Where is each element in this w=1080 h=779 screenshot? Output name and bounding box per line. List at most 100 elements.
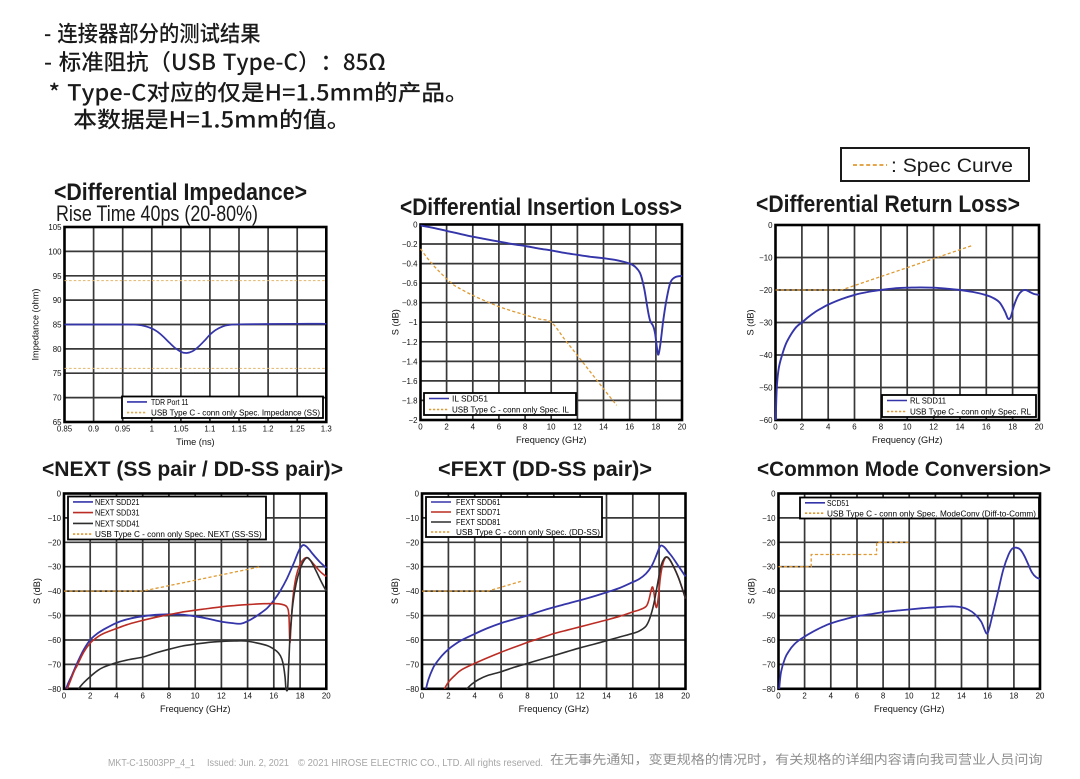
svg-text:USB Type C - conn only Spec. M: USB Type C - conn only Spec. ModeConv (D… bbox=[827, 509, 1036, 518]
svg-text:1.3: 1.3 bbox=[321, 425, 333, 434]
svg-text:−1.4: −1.4 bbox=[402, 357, 418, 366]
svg-text:18: 18 bbox=[1010, 691, 1019, 700]
svg-text:USB Type C - conn only Spec. I: USB Type C - conn only Spec. Impedance (… bbox=[151, 409, 320, 418]
svg-text:NEXT SDD41: NEXT SDD41 bbox=[95, 520, 140, 529]
svg-text:4: 4 bbox=[471, 423, 476, 432]
svg-text:RL SDD11: RL SDD11 bbox=[910, 397, 947, 406]
svg-text:−20: −20 bbox=[759, 286, 773, 295]
svg-text:75: 75 bbox=[53, 369, 62, 378]
svg-text:8: 8 bbox=[523, 423, 528, 432]
svg-text:−20: −20 bbox=[406, 538, 420, 547]
svg-text:18: 18 bbox=[296, 691, 305, 700]
svg-text:−50: −50 bbox=[48, 612, 62, 621]
svg-text:1: 1 bbox=[150, 425, 154, 434]
svg-text:NEXT SDD21: NEXT SDD21 bbox=[95, 498, 140, 507]
svg-text:USB Type C - conn only Spec. (: USB Type C - conn only Spec. (DD-SS) bbox=[456, 528, 600, 537]
svg-text:<Differential Impedance>: <Differential Impedance> bbox=[54, 179, 307, 206]
svg-text:<NEXT (SS pair / DD-SS pair)>: <NEXT (SS pair / DD-SS pair)> bbox=[42, 458, 343, 481]
svg-text:S (dB): S (dB) bbox=[32, 578, 42, 604]
svg-text:6: 6 bbox=[497, 423, 502, 432]
svg-text:S (dB): S (dB) bbox=[746, 309, 756, 335]
svg-text:−40: −40 bbox=[759, 351, 773, 360]
svg-text:0: 0 bbox=[776, 691, 781, 700]
svg-text:6: 6 bbox=[852, 423, 857, 432]
svg-text:18: 18 bbox=[655, 691, 664, 700]
svg-text:−50: −50 bbox=[406, 612, 420, 621]
svg-text:16: 16 bbox=[269, 691, 278, 700]
svg-text:4: 4 bbox=[829, 691, 834, 700]
svg-text:TDR Port 11: TDR Port 11 bbox=[151, 398, 189, 407]
svg-text:−30: −30 bbox=[759, 319, 773, 328]
svg-text:70: 70 bbox=[53, 394, 62, 403]
svg-text:Time (ns): Time (ns) bbox=[176, 437, 214, 447]
svg-text:<Common Mode Conversion>: <Common Mode Conversion> bbox=[757, 458, 1051, 481]
svg-text:MKT-C-15003PP_4_1: MKT-C-15003PP_4_1 bbox=[108, 758, 195, 769]
svg-text:<Differential Return Loss>: <Differential Return Loss> bbox=[756, 191, 1020, 218]
svg-text:−80: −80 bbox=[762, 685, 776, 694]
svg-text:1.2: 1.2 bbox=[263, 425, 274, 434]
svg-text:−30: −30 bbox=[406, 563, 420, 572]
svg-text:14: 14 bbox=[602, 691, 611, 700]
svg-text:IL SDD51: IL SDD51 bbox=[452, 395, 489, 404]
svg-text:−60: −60 bbox=[406, 636, 420, 645]
svg-text:2: 2 bbox=[802, 691, 806, 700]
svg-text:12: 12 bbox=[929, 423, 938, 432]
svg-text:FEXT SDD81: FEXT SDD81 bbox=[456, 518, 501, 527]
svg-text:<FEXT (DD-SS pair)>: <FEXT (DD-SS pair)> bbox=[438, 458, 652, 481]
svg-text:0: 0 bbox=[420, 691, 425, 700]
svg-text:−10: −10 bbox=[759, 254, 773, 263]
svg-text:14: 14 bbox=[956, 423, 965, 432]
svg-text:0: 0 bbox=[418, 423, 423, 432]
svg-text:8: 8 bbox=[879, 423, 884, 432]
svg-text:20: 20 bbox=[322, 691, 331, 700]
svg-text:: Spec Curve: : Spec Curve bbox=[891, 156, 1013, 177]
svg-text:Frequency (GHz): Frequency (GHz) bbox=[516, 435, 586, 445]
svg-text:0: 0 bbox=[773, 423, 778, 432]
svg-text:0: 0 bbox=[768, 221, 773, 230]
svg-text:−40: −40 bbox=[48, 587, 62, 596]
svg-text:−80: −80 bbox=[406, 685, 420, 694]
svg-text:−1: −1 bbox=[409, 318, 418, 327]
svg-text:−20: −20 bbox=[48, 538, 62, 547]
svg-text:16: 16 bbox=[982, 423, 991, 432]
svg-text:−0.6: −0.6 bbox=[402, 279, 418, 288]
svg-text:6: 6 bbox=[141, 691, 146, 700]
svg-text:USB Type C - conn only Spec. N: USB Type C - conn only Spec. NEXT (SS-SS… bbox=[95, 530, 262, 539]
svg-text:Frequency (GHz): Frequency (GHz) bbox=[872, 435, 942, 445]
svg-text:14: 14 bbox=[957, 691, 966, 700]
svg-text:12: 12 bbox=[576, 691, 585, 700]
svg-text:1.1: 1.1 bbox=[204, 425, 215, 434]
svg-text:8: 8 bbox=[525, 691, 530, 700]
svg-text:6: 6 bbox=[499, 691, 504, 700]
svg-text:1.15: 1.15 bbox=[231, 425, 247, 434]
svg-text:−50: −50 bbox=[759, 384, 773, 393]
svg-text:80: 80 bbox=[53, 345, 62, 354]
svg-text:S (dB): S (dB) bbox=[747, 578, 757, 604]
svg-text:2: 2 bbox=[88, 691, 92, 700]
svg-text:Frequency (GHz): Frequency (GHz) bbox=[874, 704, 944, 714]
svg-text:−30: −30 bbox=[762, 563, 776, 572]
svg-text:0: 0 bbox=[62, 691, 67, 700]
svg-text:100: 100 bbox=[48, 247, 62, 256]
svg-text:10: 10 bbox=[905, 691, 914, 700]
svg-text:14: 14 bbox=[243, 691, 252, 700]
svg-text:20: 20 bbox=[1035, 423, 1044, 432]
svg-text:0.95: 0.95 bbox=[115, 425, 131, 434]
svg-text:4: 4 bbox=[473, 691, 478, 700]
svg-text:2: 2 bbox=[800, 423, 804, 432]
svg-text:−70: −70 bbox=[48, 660, 62, 669]
svg-text:<Differential Insertion Loss>: <Differential Insertion Loss> bbox=[400, 194, 682, 221]
svg-text:−70: −70 bbox=[406, 660, 420, 669]
svg-text:−10: −10 bbox=[406, 514, 420, 523]
svg-text:Issued: Jun. 2, 2021: Issued: Jun. 2, 2021 bbox=[207, 758, 289, 769]
svg-text:0: 0 bbox=[415, 490, 420, 499]
svg-text:10: 10 bbox=[903, 423, 912, 432]
svg-text:12: 12 bbox=[931, 691, 940, 700]
svg-text:18: 18 bbox=[1008, 423, 1017, 432]
svg-text:95: 95 bbox=[53, 272, 62, 281]
svg-text:8: 8 bbox=[881, 691, 886, 700]
svg-text:−0.8: −0.8 bbox=[402, 299, 418, 308]
svg-text:16: 16 bbox=[628, 691, 637, 700]
svg-text:16: 16 bbox=[625, 423, 634, 432]
svg-text:−60: −60 bbox=[762, 636, 776, 645]
